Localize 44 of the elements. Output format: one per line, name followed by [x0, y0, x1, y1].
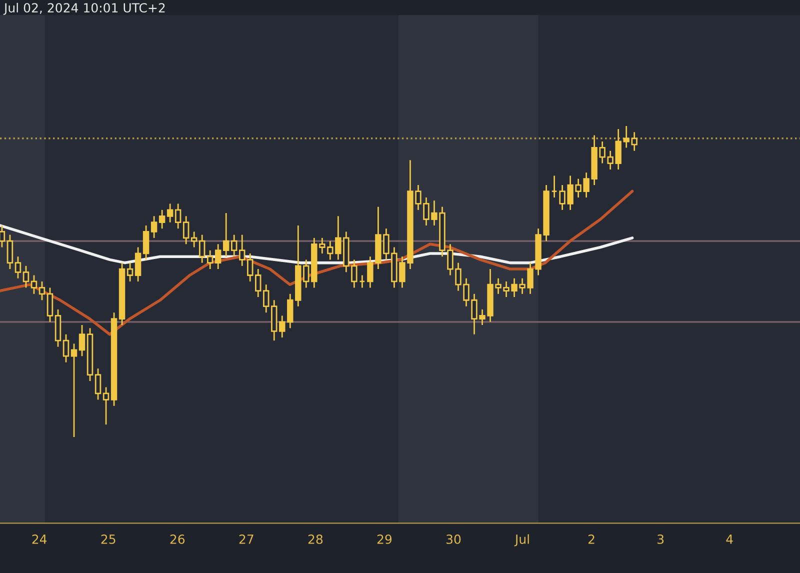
candlestick	[206, 250, 214, 270]
candlestick	[359, 274, 366, 288]
candlestick	[78, 324, 86, 357]
x-tick-label: 24	[32, 534, 47, 544]
x-tick-label: 4	[726, 534, 733, 544]
candlestick	[150, 215, 158, 239]
x-tick-label: 30	[446, 534, 461, 544]
candlestick	[142, 224, 150, 260]
candlestick	[247, 252, 254, 282]
x-tick-label: 29	[377, 534, 392, 544]
candlestick	[70, 342, 78, 438]
candlestick	[22, 265, 30, 288]
candlestick	[279, 314, 286, 338]
candlestick	[263, 284, 270, 314]
text: Jul 02, 2024 10:01 UTC+2	[3, 2, 165, 15]
candlestick	[198, 234, 206, 264]
candlestick	[158, 209, 166, 230]
candlestick	[222, 212, 230, 258]
candlestick	[166, 203, 174, 224]
candlestick	[174, 203, 182, 230]
x-tick-label: 26	[170, 534, 185, 544]
candlestick	[255, 268, 262, 298]
candlestick	[102, 386, 110, 426]
x-tick-label: Jul	[514, 534, 529, 546]
candlestick	[190, 231, 198, 248]
candlestick	[134, 246, 142, 282]
candlestick	[182, 215, 190, 245]
x-tick-label: 2	[588, 534, 594, 544]
candlestick	[62, 334, 70, 364]
candlestick	[14, 256, 22, 280]
candlestick	[239, 234, 246, 267]
candlestick	[551, 175, 558, 198]
candlestick	[6, 234, 14, 270]
x-tick-label: 3	[658, 534, 664, 544]
candlestick	[214, 243, 222, 270]
candlestick	[46, 286, 54, 323]
x-tick-label: 28	[308, 534, 323, 544]
candlestick	[126, 262, 134, 282]
candlestick	[230, 234, 238, 258]
candlestick	[30, 274, 38, 295]
x-tick-label: 27	[239, 534, 254, 544]
x-tick-label: 25	[101, 534, 116, 544]
candlestick	[94, 368, 102, 400]
candlestick	[287, 293, 294, 329]
